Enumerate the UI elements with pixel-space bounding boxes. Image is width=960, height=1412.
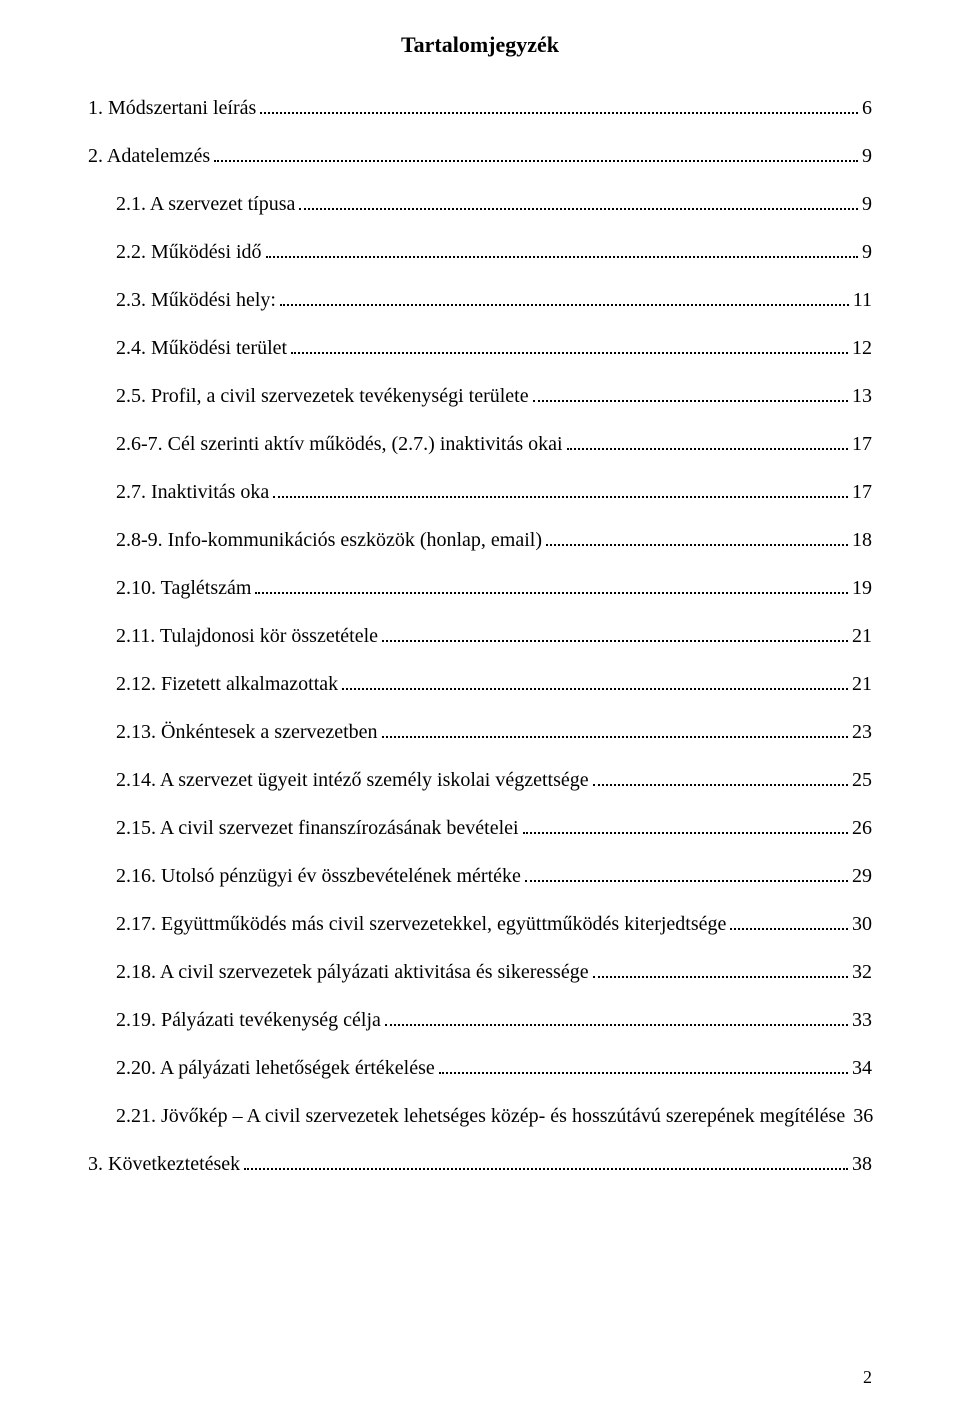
toc-entry: 2.12. Fizetett alkalmazottak 21 — [88, 672, 872, 696]
toc-entry: 2.11. Tulajdonosi kör összetétele 21 — [88, 624, 872, 648]
toc-leader-dots — [273, 480, 848, 498]
toc-entry-page: 21 — [852, 625, 872, 648]
toc-entry-label: 2.16. Utolsó pénzügyi év összbevételének… — [116, 865, 521, 888]
toc-leader-dots — [382, 624, 848, 642]
toc-entry-label: 2.10. Taglétszám — [116, 577, 251, 600]
toc-entry: 2.2. Működési idő 9 — [88, 240, 872, 264]
toc-entry-label: 2.21. Jövőkép – A civil szervezetek lehe… — [116, 1105, 845, 1128]
toc-entry-label: 2.15. A civil szervezet finanszírozásána… — [116, 817, 519, 840]
toc-entry-page: 11 — [853, 289, 872, 312]
toc-entry-page: 36 — [853, 1105, 873, 1128]
toc-entry-label: 2.6-7. Cél szerinti aktív működés, (2.7.… — [116, 433, 563, 456]
toc-title: Tartalomjegyzék — [88, 32, 872, 58]
toc-entry-label: 2.5. Profil, a civil szervezetek tevéken… — [116, 385, 529, 408]
toc-leader-dots — [260, 96, 858, 114]
toc-entry-label: 2.11. Tulajdonosi kör összetétele — [116, 625, 378, 648]
toc-leader-dots — [266, 240, 858, 258]
toc-leader-dots — [244, 1152, 848, 1170]
toc-entry: 2.14. A szervezet ügyeit intéző személy … — [88, 768, 872, 792]
toc-entry-page: 30 — [852, 913, 872, 936]
toc-leader-dots — [546, 528, 848, 546]
toc-entry-label: 2.7. Inaktivitás oka — [116, 481, 269, 504]
toc-entry: 2.13. Önkéntesek a szervezetben 23 — [88, 720, 872, 744]
toc-entry-label: 2.4. Működési terület — [116, 337, 287, 360]
toc-leader-dots — [342, 672, 848, 690]
toc-entry-label: 2.19. Pályázati tevékenység célja — [116, 1009, 381, 1032]
toc-entry: 2.8-9. Info-kommunikációs eszközök (honl… — [88, 528, 872, 552]
toc-entry-page: 38 — [852, 1153, 872, 1176]
toc-entry-page: 32 — [852, 961, 872, 984]
toc-leader-dots — [593, 960, 848, 978]
toc-entry-label: 2.8-9. Info-kommunikációs eszközök (honl… — [116, 529, 542, 552]
toc-leader-dots — [525, 864, 848, 882]
toc-entry-label: 2.14. A szervezet ügyeit intéző személy … — [116, 769, 589, 792]
toc-entry-label: 2.20. A pályázati lehetőségek értékelése — [116, 1057, 435, 1080]
toc-entry-label: 2.12. Fizetett alkalmazottak — [116, 673, 338, 696]
toc-entry: 2.10. Taglétszám 19 — [88, 576, 872, 600]
toc-leader-dots — [533, 384, 848, 402]
toc-entry: 2.17. Együttműködés más civil szervezete… — [88, 912, 872, 936]
toc-entry: 1. Módszertani leírás 6 — [88, 96, 872, 120]
toc-entry-page: 26 — [852, 817, 872, 840]
toc-entry-page: 6 — [862, 97, 872, 120]
toc-entry-page: 13 — [852, 385, 872, 408]
toc-leader-dots — [567, 432, 848, 450]
toc-entry-label: 2.18. A civil szervezetek pályázati akti… — [116, 961, 589, 984]
toc-entry-page: 29 — [852, 865, 872, 888]
toc-entry: 2.7. Inaktivitás oka 17 — [88, 480, 872, 504]
toc-entry-page: 17 — [852, 481, 872, 504]
toc-entry: 3. Következtetések 38 — [88, 1152, 872, 1176]
toc-entry: 2.16. Utolsó pénzügyi év összbevételének… — [88, 864, 872, 888]
toc-entry: 2.20. A pályázati lehetőségek értékelése… — [88, 1056, 872, 1080]
toc-entry: 2.15. A civil szervezet finanszírozásána… — [88, 816, 872, 840]
toc-leader-dots — [385, 1008, 848, 1026]
toc-entry: 2.21. Jövőkép – A civil szervezetek lehe… — [88, 1104, 872, 1128]
toc-entry-label: 1. Módszertani leírás — [88, 97, 256, 120]
toc-leader-dots — [280, 288, 849, 306]
toc-leader-dots — [291, 336, 848, 354]
toc-leader-dots — [255, 576, 848, 594]
toc-list: 1. Módszertani leírás 62. Adatelemzés 92… — [88, 96, 872, 1176]
toc-entry-page: 18 — [852, 529, 872, 552]
toc-entry: 2.18. A civil szervezetek pályázati akti… — [88, 960, 872, 984]
toc-entry-page: 33 — [852, 1009, 872, 1032]
toc-entry: 2.5. Profil, a civil szervezetek tevéken… — [88, 384, 872, 408]
toc-leader-dots — [299, 192, 858, 210]
toc-entry-label: 2.13. Önkéntesek a szervezetben — [116, 721, 378, 744]
toc-leader-dots — [382, 720, 848, 738]
toc-leader-dots — [523, 816, 848, 834]
toc-entry-page: 23 — [852, 721, 872, 744]
toc-entry-label: 2. Adatelemzés — [88, 145, 210, 168]
toc-entry-page: 25 — [852, 769, 872, 792]
toc-entry: 2.3. Működési hely: 11 — [88, 288, 872, 312]
toc-entry: 2.4. Működési terület 12 — [88, 336, 872, 360]
toc-entry-page: 34 — [852, 1057, 872, 1080]
toc-entry-page: 9 — [862, 145, 872, 168]
toc-entry: 2.19. Pályázati tevékenység célja 33 — [88, 1008, 872, 1032]
toc-entry-page: 21 — [852, 673, 872, 696]
toc-leader-dots — [439, 1056, 848, 1074]
toc-leader-dots — [214, 144, 858, 162]
toc-leader-dots — [593, 768, 848, 786]
toc-entry-label: 2.3. Működési hely: — [116, 289, 276, 312]
toc-entry-page: 12 — [852, 337, 872, 360]
page-number: 2 — [863, 1367, 872, 1388]
toc-entry-label: 3. Következtetések — [88, 1153, 240, 1176]
toc-entry-page: 9 — [862, 193, 872, 216]
toc-entry-page: 17 — [852, 433, 872, 456]
toc-entry-label: 2.2. Működési idő — [116, 241, 262, 264]
toc-entry-label: 2.1. A szervezet típusa — [116, 193, 295, 216]
toc-entry-label: 2.17. Együttműködés más civil szervezete… — [116, 913, 726, 936]
toc-entry: 2.6-7. Cél szerinti aktív működés, (2.7.… — [88, 432, 872, 456]
toc-leader-dots — [730, 912, 848, 930]
toc-entry-page: 19 — [852, 577, 872, 600]
toc-entry: 2.1. A szervezet típusa 9 — [88, 192, 872, 216]
toc-entry-page: 9 — [862, 241, 872, 264]
toc-entry: 2. Adatelemzés 9 — [88, 144, 872, 168]
